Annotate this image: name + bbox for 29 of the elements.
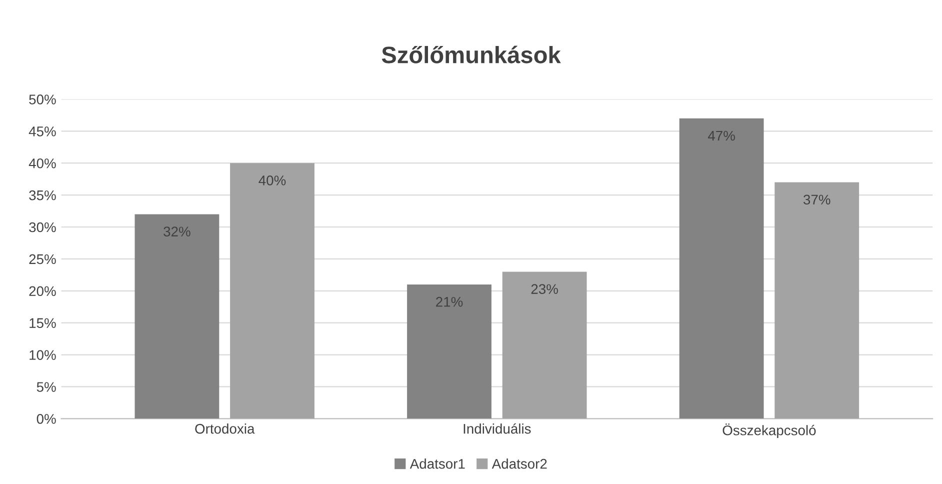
bar <box>230 163 314 419</box>
y-tick-label: 25% <box>29 254 56 264</box>
y-tick-label: 20% <box>29 286 56 296</box>
data-label: 40% <box>258 176 286 186</box>
legend-label: Adatsor2 <box>492 458 547 469</box>
y-tick-label: 45% <box>28 126 56 136</box>
y-tick-label: 10% <box>30 350 56 360</box>
y-tick-label: 15% <box>30 318 56 328</box>
legend-label: Adatsor1 <box>410 458 465 469</box>
bar <box>774 182 860 419</box>
bar <box>407 284 492 419</box>
bar <box>679 118 764 419</box>
y-tick-label: 35% <box>29 190 56 200</box>
x-tick-label: Összekapcsoló <box>722 424 816 438</box>
y-tick-label: 0% <box>36 414 56 424</box>
bar <box>502 272 587 419</box>
chart-title: Szőlőmunkások <box>382 46 561 64</box>
y-tick-label: 30% <box>29 222 56 232</box>
bar <box>134 214 220 419</box>
x-tick-label: Ortodoxia <box>195 424 255 434</box>
data-label: 21% <box>436 296 463 307</box>
y-tick-label: 5% <box>36 382 56 392</box>
y-tick-label: 40% <box>28 158 56 168</box>
x-tick-label: Individuális <box>464 423 531 434</box>
y-tick-label: 50% <box>29 94 56 104</box>
data-label: 32% <box>164 226 190 236</box>
data-label: 23% <box>531 284 558 294</box>
data-label: 37% <box>803 194 830 205</box>
data-label: 47% <box>708 130 735 141</box>
